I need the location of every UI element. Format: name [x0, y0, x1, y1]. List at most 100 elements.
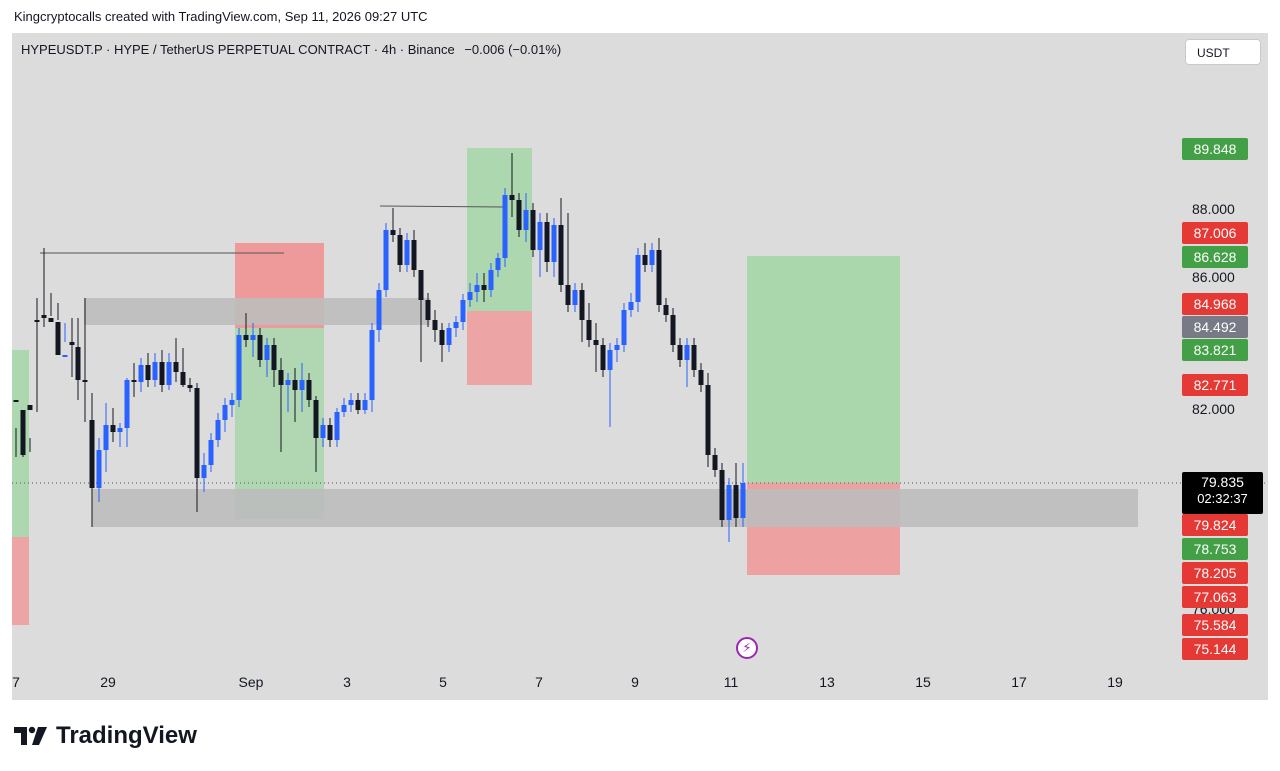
candle-body: [278, 370, 284, 385]
date-label: 9: [631, 674, 639, 690]
candle-body: [152, 362, 158, 380]
price-chart[interactable]: [12, 33, 1268, 700]
price-level-tag: 83.821: [1182, 339, 1248, 361]
candle-body: [180, 372, 186, 385]
candle-body: [89, 420, 95, 488]
tradingview-brand: TradingView: [14, 722, 197, 750]
candle-body: [397, 235, 403, 265]
candle-body: [684, 345, 690, 360]
price-axis-label: 88.000: [1192, 201, 1235, 217]
candle-body: [215, 420, 221, 440]
candle-body: [411, 240, 417, 270]
price-level-tag: 82.771: [1182, 374, 1248, 396]
candle-body: [698, 370, 704, 385]
candle-body: [726, 485, 732, 520]
chart-credit: Kingcryptocalls created with TradingView…: [14, 9, 428, 24]
candle-body: [250, 335, 256, 340]
candle-body: [75, 347, 81, 380]
candle-body: [656, 250, 662, 305]
candle-body: [222, 405, 228, 420]
candle-body: [187, 385, 193, 388]
short-zone: [12, 537, 29, 625]
candle-body: [607, 350, 613, 370]
date-label: 19: [1107, 674, 1123, 690]
price-level-tag: 75.144: [1182, 638, 1248, 660]
date-label: 11: [723, 674, 739, 690]
symbol-description: HYPEUSDT.P · HYPE / TetherUS PERPETUAL C…: [21, 42, 455, 57]
chart-area[interactable]: [12, 33, 1268, 700]
candle-body: [334, 412, 340, 440]
date-label: 17: [1011, 674, 1027, 690]
resistance-line: [379, 205, 506, 208]
candle-body: [166, 362, 172, 385]
last-price-tag: 79.835 02:32:37: [1182, 472, 1263, 514]
candle-body: [719, 470, 725, 520]
candle-body: [145, 365, 151, 380]
candle-body: [439, 330, 445, 345]
candle-body: [446, 328, 452, 345]
candle-body: [733, 485, 739, 518]
price-axis-label: 82.000: [1192, 401, 1235, 417]
candle-body: [404, 240, 410, 265]
candle-body: [481, 285, 487, 290]
candle-body: [271, 345, 277, 370]
candle-body: [663, 305, 669, 315]
candle-body: [55, 322, 61, 355]
candle-body: [110, 425, 116, 432]
price-level-tag: 89.848: [1182, 138, 1248, 160]
candle-body: [236, 335, 242, 400]
price-level-tag: 84.492: [1182, 316, 1248, 338]
candle-body: [509, 195, 515, 200]
candle-body: [453, 322, 459, 328]
candle-body: [285, 380, 291, 385]
candle-body: [460, 300, 466, 322]
date-label: 7: [12, 674, 20, 690]
currency-button[interactable]: USDT: [1185, 39, 1261, 65]
candle-body: [292, 380, 298, 390]
candle-body: [27, 405, 33, 410]
candle-body: [712, 455, 718, 470]
candle-body: [474, 285, 480, 292]
candle-body: [614, 345, 620, 350]
candle-body: [495, 258, 501, 270]
candle-body: [635, 255, 641, 302]
long-target-zone: [747, 256, 900, 483]
candle-body: [13, 400, 19, 402]
candle-body: [306, 380, 312, 400]
price-level-tag: 78.205: [1182, 562, 1248, 584]
candle-body: [551, 225, 557, 262]
date-label: 3: [343, 674, 351, 690]
candle-body: [20, 410, 26, 455]
candle-body: [103, 425, 109, 450]
last-price-value: 79.835: [1201, 474, 1244, 490]
lightning-icon[interactable]: ⚡: [736, 637, 758, 659]
candle-body: [432, 320, 438, 330]
candle-body: [69, 342, 75, 345]
candle-body: [418, 270, 424, 300]
price-level-tag: 84.968: [1182, 293, 1248, 315]
price-level-tag: 75.584: [1182, 614, 1248, 636]
price-level-tag: 77.063: [1182, 586, 1248, 608]
demand-zone: [92, 489, 1138, 527]
candle-body: [82, 380, 88, 382]
candle-body: [313, 400, 319, 438]
candle-body: [677, 345, 683, 360]
candle-body: [544, 222, 550, 262]
candle-body: [579, 290, 585, 320]
candle-body: [376, 290, 382, 330]
candle-body: [565, 285, 571, 305]
date-label: 7: [535, 674, 543, 690]
candle-body: [320, 425, 326, 438]
candle-body: [96, 450, 102, 488]
candle-body: [341, 405, 347, 412]
date-label: 15: [915, 674, 931, 690]
price-level-tag: 78.753: [1182, 538, 1248, 560]
candle-body: [201, 465, 207, 478]
candle-body: [348, 400, 354, 405]
long-zone: [235, 328, 324, 519]
candle-body: [62, 355, 68, 357]
candle-body: [208, 440, 214, 465]
candle-body: [124, 380, 130, 428]
candle-body: [159, 362, 165, 385]
bar-countdown-timer: 02:32:37: [1197, 491, 1248, 506]
